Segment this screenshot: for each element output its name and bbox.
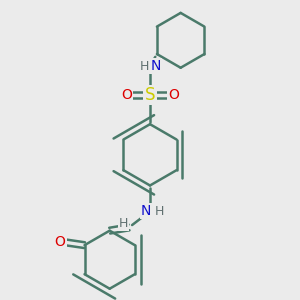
Text: H: H [155, 205, 164, 218]
Text: N: N [151, 59, 161, 73]
Text: H: H [140, 60, 149, 73]
Text: S: S [145, 86, 155, 104]
Text: N: N [141, 204, 151, 218]
Text: O: O [168, 88, 179, 102]
Text: O: O [121, 88, 132, 102]
Text: H: H [118, 217, 128, 230]
Text: O: O [55, 235, 65, 249]
